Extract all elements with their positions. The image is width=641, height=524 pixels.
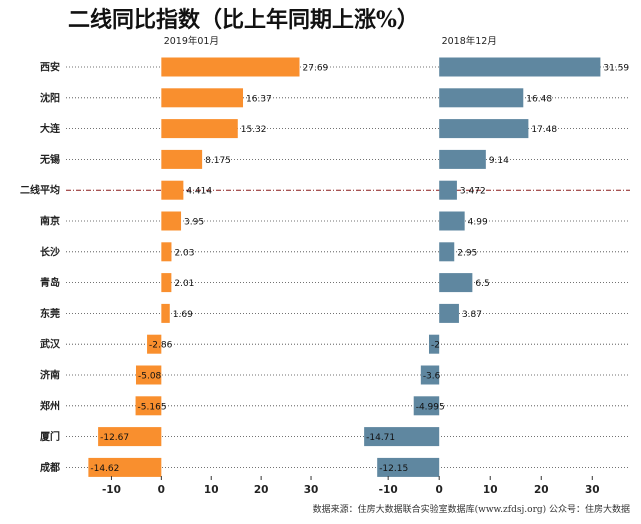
category-label: 西安 xyxy=(40,61,60,74)
category-label: 南京 xyxy=(40,215,60,228)
value-label: 2.95 xyxy=(457,248,477,258)
panel-2: 2018年12月 31.59 16.48 17.48 9.14 3.472 4.99 2.95… xyxy=(364,35,629,496)
value-label: -14.71 xyxy=(366,433,395,443)
bar xyxy=(439,211,465,231)
value-label: 3.87 xyxy=(462,310,482,320)
value-label: -3.6 xyxy=(423,372,441,382)
value-label: 17.48 xyxy=(531,125,557,135)
value-label: 3.95 xyxy=(184,218,204,228)
value-label: 16.48 xyxy=(526,94,552,104)
value-label: -5.08 xyxy=(138,372,162,382)
x-tick-label: 30 xyxy=(304,484,319,496)
bar xyxy=(439,119,529,139)
value-label: 1.69 xyxy=(173,310,193,320)
category-label: 无锡 xyxy=(39,153,60,166)
bar xyxy=(420,365,440,385)
category-label: 长沙 xyxy=(40,245,60,258)
x-tick-label: 10 xyxy=(204,484,219,496)
value-label: 4.99 xyxy=(468,218,488,228)
bar xyxy=(377,457,440,477)
bar xyxy=(135,396,162,416)
x-tick-label: -10 xyxy=(379,484,398,496)
bar xyxy=(161,303,170,323)
value-label: -4.995 xyxy=(416,402,445,412)
panels-layer: 2019年01月 27.69 16.37 15.32 8.175 4.414 3.95 2.0… xyxy=(88,35,629,496)
category-label: 郑州 xyxy=(40,399,60,412)
bar xyxy=(161,149,203,169)
bar xyxy=(439,88,524,108)
bar xyxy=(439,242,455,262)
x-tick-label: 10 xyxy=(483,484,498,496)
panel-title: 2018年12月 xyxy=(442,35,497,47)
category-label: 青岛 xyxy=(40,276,60,289)
bar xyxy=(161,242,172,262)
value-label: 4.414 xyxy=(186,187,212,197)
category-label: 成都 xyxy=(40,461,60,474)
bar xyxy=(439,303,459,323)
value-label: 16.37 xyxy=(246,94,272,104)
value-label: 31.59 xyxy=(603,64,629,74)
value-label: 9.14 xyxy=(489,156,509,166)
x-tick-label: 0 xyxy=(158,484,165,496)
category-label: 厦门 xyxy=(40,430,60,443)
value-label: -2 xyxy=(431,341,440,351)
x-tick-label: 30 xyxy=(585,484,600,496)
value-label: 15.32 xyxy=(241,125,267,135)
category-label: 武汉 xyxy=(40,338,61,351)
data-source-note: 数据来源：住房大数据联合实验室数据库(www.zfdsj.org) 公众号：住房… xyxy=(313,503,630,515)
bar xyxy=(161,273,172,293)
bar xyxy=(135,365,162,385)
bar xyxy=(161,180,184,200)
x-tick-label: 0 xyxy=(436,484,443,496)
bar xyxy=(98,427,162,447)
bar xyxy=(88,457,162,477)
bar xyxy=(161,211,182,231)
value-label: 27.69 xyxy=(303,64,329,74)
x-tick-label: 20 xyxy=(254,484,269,496)
category-label: 济南 xyxy=(40,369,60,382)
value-label: 2.01 xyxy=(174,279,194,289)
category-label: 东莞 xyxy=(40,307,60,320)
bar xyxy=(439,180,457,200)
value-label: 2.03 xyxy=(174,248,194,258)
bar xyxy=(439,149,486,169)
value-label: -5.165 xyxy=(138,402,167,412)
value-label: 3.472 xyxy=(460,187,486,197)
bar xyxy=(439,273,473,293)
bar xyxy=(147,334,162,354)
bar xyxy=(161,88,244,108)
x-tick-label: 20 xyxy=(534,484,549,496)
value-label: 6.5 xyxy=(475,279,489,289)
value-label: -14.62 xyxy=(90,464,119,474)
bar xyxy=(364,427,440,447)
bar xyxy=(428,334,440,354)
category-label: 大连 xyxy=(40,122,61,135)
value-label: -12.15 xyxy=(379,464,408,474)
category-label: 沈阳 xyxy=(40,91,60,104)
panel-title: 2019年01月 xyxy=(164,35,219,47)
x-tick-label: -10 xyxy=(102,484,121,496)
chart-title: 二线同比指数（比上年同期上涨%） xyxy=(68,7,419,33)
bar xyxy=(161,119,238,139)
bar xyxy=(413,396,440,416)
value-label: -2.86 xyxy=(149,341,173,351)
bar xyxy=(161,57,300,77)
panel-1: 2019年01月 27.69 16.37 15.32 8.175 4.414 3.95 2.0… xyxy=(88,35,329,496)
value-label: -12.67 xyxy=(100,433,129,443)
value-label: 8.175 xyxy=(205,156,231,166)
category-label: 二线平均 xyxy=(20,184,60,197)
bar xyxy=(439,57,601,77)
